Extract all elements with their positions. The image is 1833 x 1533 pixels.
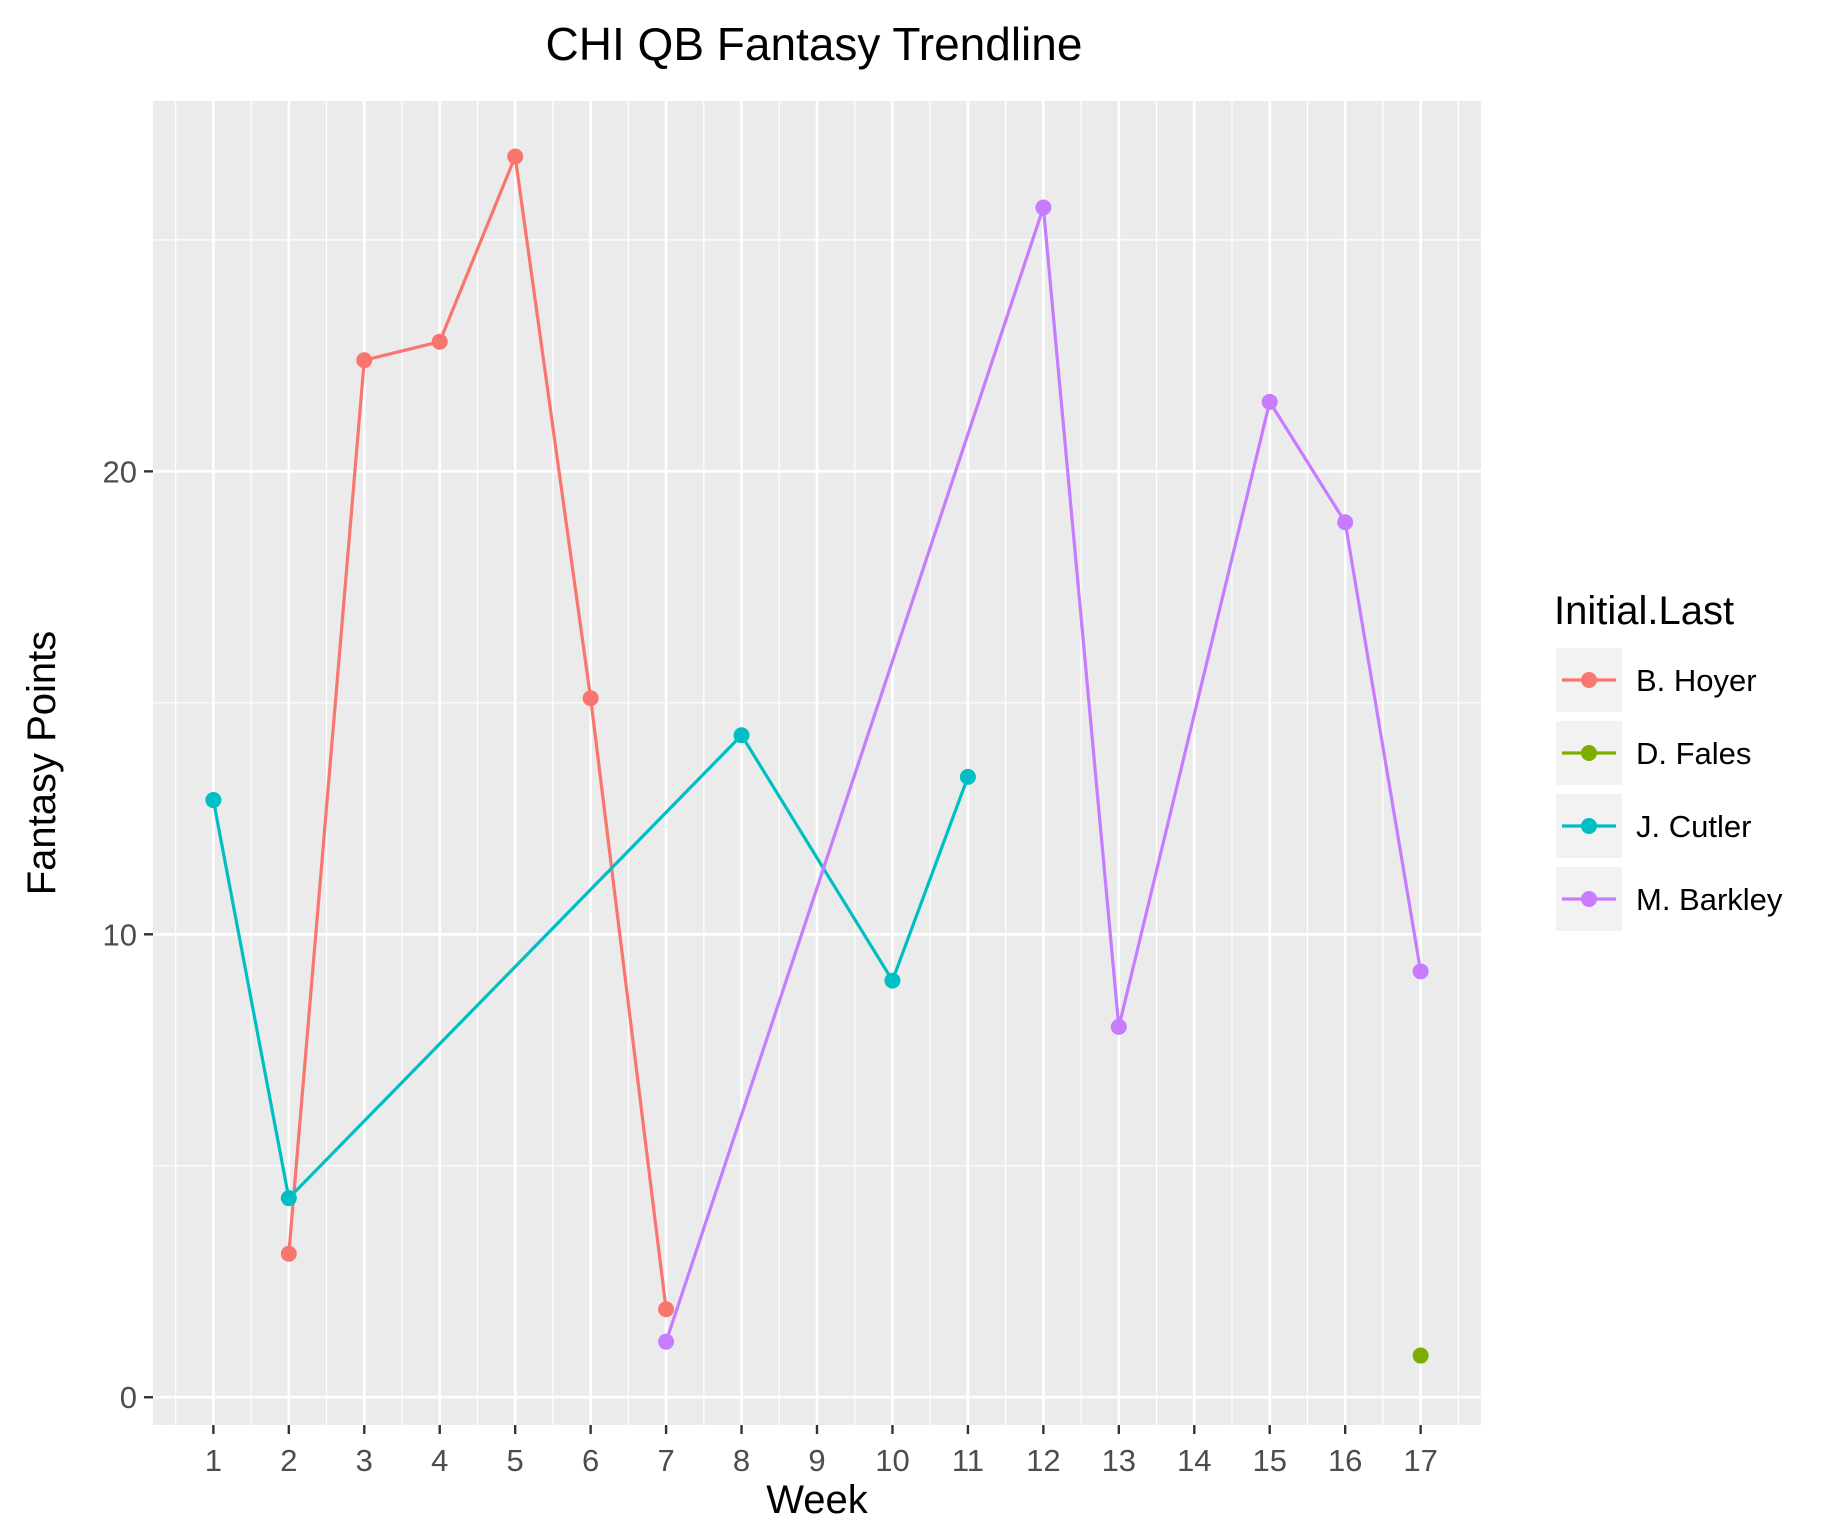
- x-tick-label: 3: [356, 1443, 373, 1478]
- x-tick-label: 8: [733, 1443, 750, 1478]
- data-point: [1261, 393, 1278, 410]
- x-tick-label: 17: [1403, 1443, 1437, 1478]
- data-point: [507, 148, 524, 165]
- x-tick-label: 13: [1102, 1443, 1136, 1478]
- x-axis-title: Week: [766, 1478, 869, 1522]
- data-point: [1412, 963, 1429, 980]
- data-point: [205, 792, 222, 809]
- legend-label: B. Hoyer: [1636, 663, 1757, 698]
- x-tick-label: 14: [1177, 1443, 1211, 1478]
- data-point: [1337, 514, 1354, 531]
- data-point: [582, 690, 599, 707]
- x-tick-label: 12: [1026, 1443, 1060, 1478]
- y-axis-title: Fantasy Points: [20, 631, 64, 896]
- data-point: [356, 352, 373, 369]
- series-points: [205, 148, 1429, 1364]
- data-point: [1412, 1347, 1429, 1364]
- x-tick-label: 15: [1252, 1443, 1286, 1478]
- data-point: [431, 333, 448, 350]
- chart-title: CHI QB Fantasy Trendline: [546, 18, 1083, 70]
- x-tick-label: 16: [1328, 1443, 1362, 1478]
- y-tick-label: 10: [103, 917, 137, 952]
- legend: Initial.Last B. Hoyer D. Fales J. Cutler M.…: [1554, 589, 1783, 931]
- data-point: [280, 1190, 297, 1207]
- grid-major: [153, 101, 1481, 1425]
- series-line: [287, 154, 668, 1310]
- legend-key-point: [1581, 745, 1597, 761]
- series-line: [664, 205, 1423, 1343]
- x-tick-label: 1: [205, 1443, 222, 1478]
- data-point: [1110, 1018, 1127, 1035]
- legend-title: Initial.Last: [1554, 589, 1734, 633]
- legend-key-point: [1581, 672, 1597, 688]
- data-point: [733, 727, 750, 744]
- x-axis: 1 2 3 4 5 6 7 8 9 10 11 12 13 14 15 16 17: [205, 1425, 1438, 1478]
- x-tick-label: 9: [808, 1443, 825, 1478]
- grid-minor: [153, 101, 1481, 1425]
- x-tick-label: 7: [657, 1443, 674, 1478]
- legend-label: D. Fales: [1636, 736, 1751, 771]
- legend-label: J. Cutler: [1636, 809, 1751, 844]
- data-point: [884, 972, 901, 989]
- x-tick-label: 6: [582, 1443, 599, 1478]
- x-tick-label: 4: [431, 1443, 448, 1478]
- x-tick-label: 10: [875, 1443, 909, 1478]
- legend-items: B. Hoyer D. Fales J. Cutler M. Barkley: [1556, 648, 1783, 931]
- legend-label: M. Barkley: [1636, 882, 1783, 917]
- x-tick-label: 5: [507, 1443, 524, 1478]
- data-point: [658, 1301, 675, 1318]
- x-tick-label: 11: [952, 1443, 984, 1478]
- legend-key-point: [1581, 818, 1597, 834]
- y-tick-label: 0: [120, 1380, 137, 1415]
- x-tick-label: 2: [280, 1443, 297, 1478]
- y-axis: 0 10 20: [103, 454, 153, 1415]
- y-tick-label: 20: [103, 454, 137, 489]
- legend-key-point: [1581, 891, 1597, 907]
- data-point: [280, 1245, 297, 1262]
- data-point: [658, 1333, 675, 1350]
- data-point: [959, 768, 976, 785]
- data-point: [1035, 199, 1052, 216]
